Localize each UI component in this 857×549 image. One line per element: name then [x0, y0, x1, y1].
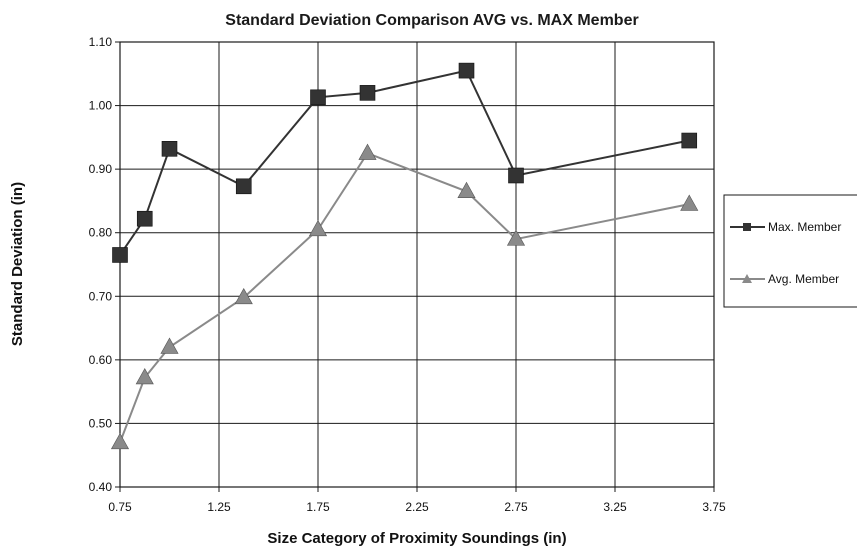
data-point-avg	[160, 337, 179, 354]
y-tick-labels: 0.40 0.50 0.60 0.70 0.80 0.90 1.00 1.10	[89, 35, 113, 494]
data-point-avg	[358, 143, 377, 160]
data-point-max	[458, 62, 475, 79]
legend-item-avg: Avg. Member	[730, 272, 839, 286]
y-tick-label: 0.40	[89, 480, 113, 494]
series-layer	[110, 62, 699, 450]
plot-border	[119, 41, 715, 488]
data-point-avg	[680, 194, 699, 211]
series-max	[112, 62, 698, 263]
x-tick-labels: 0.75 1.25 1.75 2.25 2.75 3.25 3.75	[108, 500, 726, 514]
chart-title: Standard Deviation Comparison AVG vs. MA…	[225, 12, 638, 29]
y-tick-label: 1.10	[89, 35, 113, 49]
y-axis-label: Standard Deviation (in)	[9, 182, 26, 346]
data-point-avg	[506, 229, 526, 246]
x-tick-label: 3.75	[702, 500, 726, 514]
x-tick-label: 2.75	[504, 500, 528, 514]
legend-label: Max. Member	[768, 220, 841, 234]
y-tick-label: 0.60	[89, 353, 113, 367]
data-point-max	[310, 89, 326, 106]
y-tick-label: 0.70	[89, 289, 113, 303]
data-point-avg	[110, 432, 130, 450]
y-tick-label: 0.80	[89, 226, 113, 240]
y-tick-label: 0.90	[89, 162, 113, 176]
legend-box	[723, 194, 857, 308]
data-point-max	[136, 210, 153, 227]
data-point-avg	[457, 181, 476, 198]
data-point-avg	[135, 368, 154, 385]
data-point-avg	[234, 287, 253, 305]
x-tick-label: 3.25	[603, 500, 627, 514]
data-point-max	[359, 85, 376, 101]
x-tick-label: 1.75	[306, 500, 330, 514]
data-point-max	[112, 247, 128, 263]
series-avg	[110, 143, 699, 450]
legend: Max. Member Avg. Member	[723, 194, 857, 308]
legend-marker-square	[743, 223, 751, 231]
data-point-max	[681, 132, 698, 149]
data-point-max	[235, 178, 252, 195]
x-tick-label: 2.25	[405, 500, 429, 514]
legend-marker-triangle	[742, 274, 752, 283]
x-axis-label: Size Category of Proximity Soundings (in…	[267, 530, 566, 547]
x-tick-label: 1.25	[207, 500, 231, 514]
y-tick-label: 0.50	[89, 416, 113, 430]
y-tick-label: 1.00	[89, 99, 113, 113]
legend-item-max: Max. Member	[730, 220, 841, 234]
legend-label: Avg. Member	[768, 272, 839, 286]
x-tick-label: 0.75	[108, 500, 132, 514]
data-point-max	[161, 141, 178, 157]
data-point-max	[508, 167, 524, 184]
data-point-avg	[308, 219, 328, 237]
